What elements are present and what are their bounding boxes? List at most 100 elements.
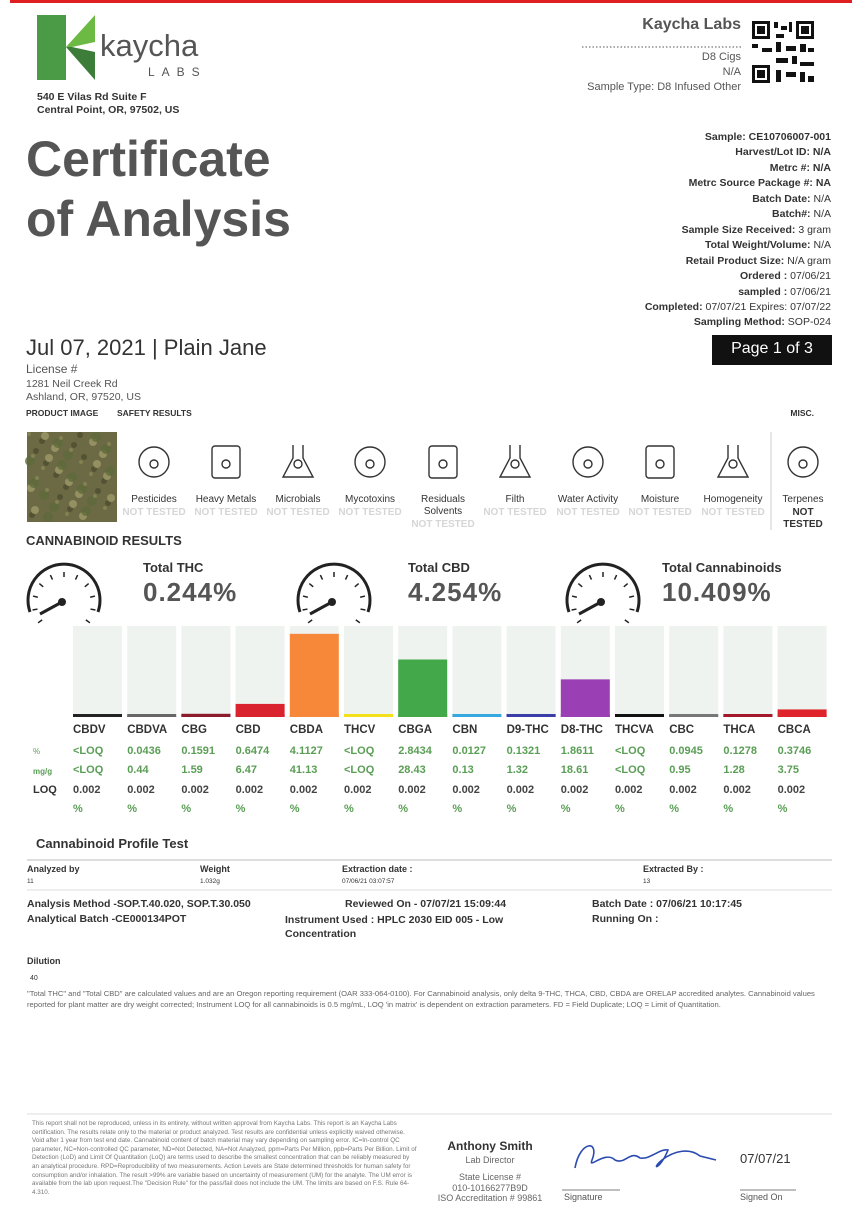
- mg-value: 0.44: [127, 764, 149, 776]
- mg-value: <LOQ: [615, 764, 646, 776]
- lab-name: Kaycha Labs: [642, 16, 741, 33]
- total-value: 10.409%: [662, 577, 772, 607]
- icon: [281, 445, 315, 478]
- loq-unit: %: [669, 803, 679, 815]
- bar-base: [127, 714, 177, 717]
- iso: ISO Accreditation # 99861: [437, 1193, 543, 1203]
- gauge-tick: [90, 608, 96, 611]
- product-texture: [53, 438, 63, 448]
- total-value: 4.254%: [408, 577, 503, 607]
- cannabinoid-name: CBG: [181, 724, 207, 736]
- cannabinoid-name: CBC: [669, 724, 695, 736]
- percent-value: 1.8611: [560, 745, 594, 757]
- sample-info-row: sampled : 07/06/21: [738, 286, 831, 298]
- loq-value: 0.002: [289, 784, 318, 796]
- gauge-tick: [84, 583, 90, 588]
- info-value: N/A: [812, 161, 831, 174]
- bar-track: [615, 626, 664, 717]
- test-name: Residuals Solvents: [421, 494, 465, 517]
- loq-value: 0.002: [777, 784, 806, 796]
- test-name: Mycotoxins: [344, 494, 395, 505]
- dilution-label: Dilution: [27, 956, 61, 966]
- percent-value: 0.1278: [723, 745, 758, 757]
- info-label: Retail Product Size:: [685, 254, 785, 267]
- loq-value: 0.002: [235, 784, 264, 796]
- disclaimer: This report shall not be reproduced, unl…: [32, 1120, 417, 1196]
- icon: [716, 445, 750, 478]
- gauge-tick: [588, 574, 593, 580]
- gauge-tick: [319, 574, 324, 580]
- product-texture: [33, 448, 39, 454]
- bar: [289, 633, 339, 717]
- test-name: Water Activity: [557, 494, 619, 505]
- loq-value: 0.002: [181, 784, 209, 796]
- loq-unit: %: [235, 803, 246, 815]
- product-texture: [91, 432, 101, 442]
- icon: [293, 459, 303, 469]
- icon: [583, 459, 593, 469]
- product-texture: [93, 494, 97, 498]
- info-value: 07/07/21 Expires: 07/07/22: [705, 300, 831, 313]
- test-status: NOT TESTED: [266, 507, 330, 518]
- section-label: PRODUCT IMAGE: [26, 408, 99, 418]
- bar-track: [181, 626, 231, 717]
- gauge-needle: [578, 600, 602, 616]
- state-license: State License #: [458, 1172, 522, 1182]
- instrument: Instrument Used : HPLC 2030 EID 005 - Lo…: [285, 914, 504, 940]
- loq-unit: %: [127, 803, 137, 815]
- cannabinoid-name: THCVA: [615, 724, 654, 736]
- row-label: LOQ: [33, 784, 57, 796]
- product-texture: [93, 460, 101, 468]
- info-label: Ordered :: [739, 270, 788, 283]
- gauge-tick: [302, 608, 308, 611]
- gauge-needle: [39, 600, 63, 616]
- bar-track: [344, 626, 393, 717]
- gauge-tick: [38, 583, 44, 588]
- gauge-tick: [354, 583, 360, 588]
- cannabinoid-name: D9-THC: [506, 724, 549, 736]
- field-value: 13: [643, 878, 651, 885]
- gauge-hub: [58, 598, 66, 606]
- percent-value: <LOQ: [615, 745, 646, 757]
- info-label: Metrc Source Package #:: [688, 177, 813, 190]
- icon: [787, 446, 819, 478]
- loq-unit: %: [723, 803, 734, 815]
- product-texture: [69, 448, 73, 452]
- product-texture: [55, 500, 59, 504]
- product-texture: [77, 484, 87, 494]
- gauge-tick: [74, 574, 79, 580]
- icon: [211, 445, 241, 479]
- product-texture: [81, 454, 87, 460]
- sample-info-row: Metrc Source Package #: NA: [689, 177, 831, 189]
- mg-value: 41.13: [289, 764, 318, 776]
- info-label: Batch Date:: [752, 192, 811, 205]
- icon: [354, 446, 386, 478]
- gauge-hub: [597, 598, 605, 606]
- batch-date: Batch Date : 07/06/21 10:17:45: [592, 898, 742, 910]
- mg-value: 1.59: [181, 764, 203, 776]
- info-label: Harvest/Lot ID:: [735, 146, 810, 159]
- icon: [138, 446, 170, 478]
- sample-info-row: Sampling Method: SOP-024: [694, 316, 831, 328]
- signed-date: 07/07/21: [740, 1151, 791, 1166]
- product-texture: [87, 496, 97, 506]
- gauge-hub: [328, 598, 336, 606]
- cannabinoid-name: THCA: [723, 724, 756, 736]
- section-title: CANNABINOID RESULTS: [26, 533, 182, 548]
- loq-value: 0.002: [452, 784, 480, 796]
- percent-value: 2.8434: [398, 745, 432, 757]
- percent-value: 0.3746: [777, 745, 812, 757]
- bar-track: [452, 626, 502, 717]
- cannabinoid-name: CBDA: [289, 724, 324, 736]
- section-label: MISC.: [790, 408, 814, 418]
- page-number: Page 1 of 3: [731, 340, 813, 357]
- note: "Total THC" and "Total CBD" are calculat…: [27, 989, 815, 1009]
- bar-base: [777, 714, 827, 717]
- bar-base: [235, 714, 285, 717]
- loq-value: 0.002: [669, 784, 697, 796]
- client-address: 1281 Neil Creek Rd: [26, 378, 118, 390]
- loq-unit: %: [615, 803, 625, 815]
- info-value: NA: [815, 177, 831, 190]
